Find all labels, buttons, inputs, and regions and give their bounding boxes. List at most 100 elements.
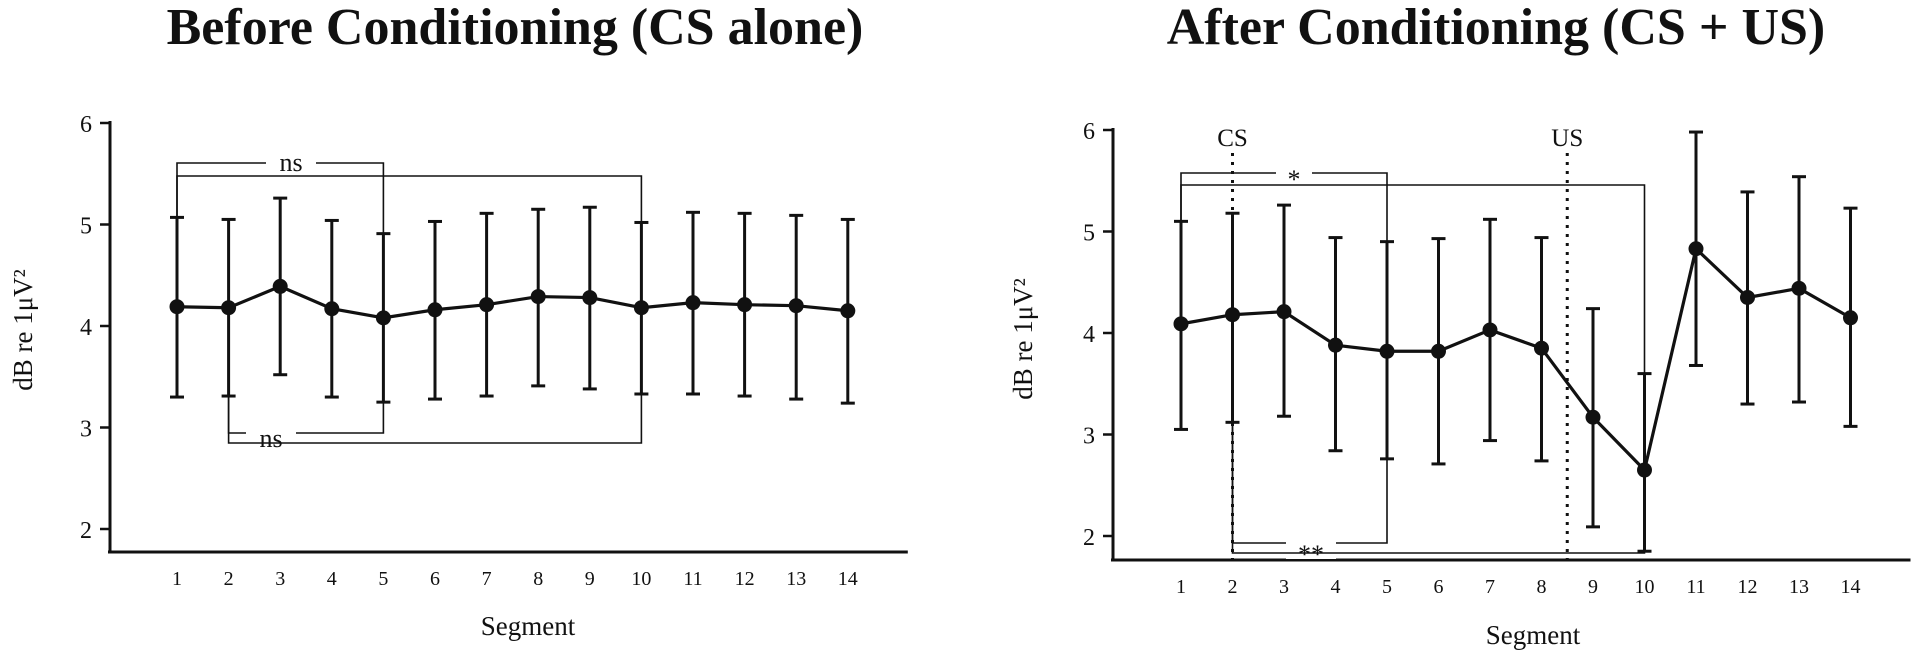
x-tick-label: 2 [1228,576,1238,598]
significance-brackets-before: ns ns [176,147,643,453]
data-point [169,299,185,315]
x-tick-label: 7 [1485,576,1495,598]
y-tick-label: 4 [80,315,92,341]
y-tick-label: 6 [1083,119,1095,145]
data-point [375,310,391,326]
bracket-label-bg [1276,157,1312,183]
y-tick-label: 2 [1083,525,1095,551]
significance-label: * [1288,165,1301,194]
data-point [1225,307,1240,323]
x-tick-label: 2 [224,568,234,590]
significance-bracket [227,394,643,444]
data-point [1688,241,1704,257]
reference-label-cs: CS [1217,125,1248,152]
x-tick-label: 3 [1279,576,1289,598]
data-points-after [1173,241,1858,478]
bracket-label-bg [246,423,296,449]
x-tick-label: 14 [838,568,858,590]
significance-bracket [1180,184,1646,374]
x-tick-label: 6 [1434,576,1444,598]
x-tick-label: 10 [1635,576,1655,598]
panel-after: After Conditioning (CS + US) Segment dB … [1008,0,1911,650]
y-tick-label: 5 [80,214,92,240]
x-tick-label: 9 [1588,576,1598,598]
data-point [1534,340,1549,356]
x-tick-label: 8 [1537,576,1547,598]
x-axis-label-after: Segment [1486,620,1581,650]
data-point [272,278,288,294]
y-tick-label: 6 [80,112,92,138]
x-tick-label: 1 [172,568,182,590]
y-tick-label: 5 [1083,221,1095,247]
significance-label: ns [279,148,302,177]
data-point [1276,304,1292,320]
data-point [1637,462,1652,478]
data-point [221,300,237,316]
data-point [788,298,804,314]
x-tick-label: 10 [631,568,651,590]
data-point [1482,322,1498,338]
x-tick-label: 5 [378,568,388,590]
x-tick-label: 6 [430,568,440,590]
x-axis-label-before: Segment [481,611,576,641]
data-point [582,290,598,306]
data-point [1379,343,1395,359]
significance-label: ns [259,424,282,453]
x-tick-label: 11 [1686,576,1705,598]
x-tick-label: 8 [533,568,543,590]
data-point [1431,343,1446,359]
x-tick-label: 11 [683,568,702,590]
series-line-before [176,284,848,320]
x-tick-label: 14 [1841,576,1861,598]
data-point [685,295,701,311]
error-bars-after [1174,130,1858,553]
x-tick-label: 4 [327,568,337,590]
data-point [530,289,546,305]
data-point [840,303,856,319]
bracket-label-bg [1286,533,1336,559]
x-tick-label: 12 [1738,576,1758,598]
y-axis-label-before: dB re 1μV² [8,269,38,391]
x-tick-label: 4 [1331,576,1341,598]
y-tick-label: 3 [1083,424,1095,450]
data-point [324,301,340,317]
data-point [1791,280,1807,296]
y-axis-label-after: dB re 1μV² [1008,278,1038,400]
chart-title-after: After Conditioning (CS + US) [1167,0,1826,56]
reference-label-us: US [1551,125,1583,152]
data-point [1585,409,1601,425]
y-tick-label: 3 [80,417,92,443]
x-tick-label: 5 [1382,576,1392,598]
x-tick-label: 3 [275,568,285,590]
panel-before: Before Conditioning (CS alone) Segment d… [8,0,908,641]
data-point [633,300,649,316]
y-tick-label: 2 [80,518,92,544]
bracket-label-bg [266,147,316,173]
x-tick-label: 12 [735,568,755,590]
significance-brackets-after: *** [1180,157,1646,569]
significance-label: ** [1298,540,1324,569]
x-tick-label: 9 [585,568,595,590]
significance-bracket [176,175,643,223]
reference-lines-after: CS US [1217,125,1583,560]
x-tick-label: 1 [1176,576,1186,598]
series-line [176,284,848,320]
data-point [1843,310,1858,326]
data-point [737,297,753,313]
y-tick-label: 4 [1083,322,1095,348]
data-point [1740,289,1755,305]
x-tick-label: 13 [786,568,806,590]
data-point [427,302,443,318]
series-line-after [1180,245,1852,474]
x-tick-label: 13 [1789,576,1809,598]
data-point [479,297,495,313]
significance-bracket [1231,422,1388,544]
series-line [1180,245,1852,474]
data-point [1328,337,1343,353]
data-points-before [169,278,856,326]
data-point [1173,316,1189,332]
